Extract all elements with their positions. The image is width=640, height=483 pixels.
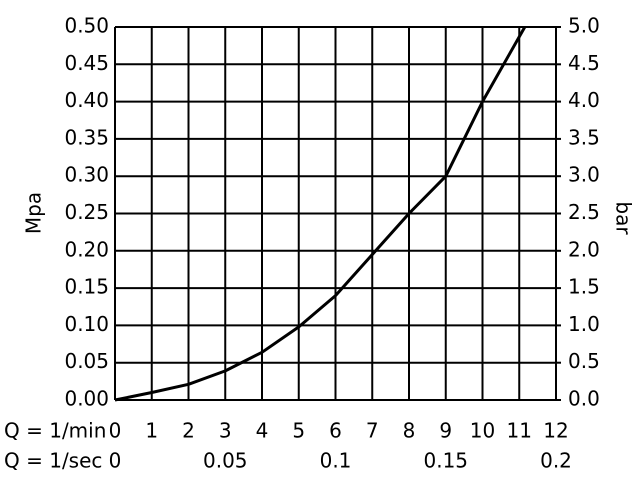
x-tick-label: 8 <box>403 419 416 443</box>
y-axis-title: Mpa <box>22 192 46 234</box>
x-tick-label: 11 <box>507 419 532 443</box>
y2-tick-label: 1.5 <box>568 275 600 299</box>
y-tick-label: 0.40 <box>64 88 109 112</box>
y-tick-label: 0.50 <box>64 14 109 38</box>
y-tick-label: 0.45 <box>64 51 109 75</box>
x-tick-label: 2 <box>182 419 195 443</box>
x2-tick-label: 0.2 <box>540 449 572 473</box>
x-tick-label: 12 <box>543 419 568 443</box>
x-tick-label: 9 <box>439 419 452 443</box>
x-tick-label: 5 <box>292 419 305 443</box>
y2-tick-label: 0.5 <box>568 349 600 373</box>
y-tick-label: 0.15 <box>64 275 109 299</box>
y2-tick-label: 5.0 <box>568 14 600 38</box>
y2-tick-label: 0.0 <box>568 387 600 411</box>
y2-tick-label: 4.5 <box>568 51 600 75</box>
x-tick-label: 6 <box>329 419 342 443</box>
y-tick-label: 0.30 <box>64 163 109 187</box>
y2-axis-title: bar <box>612 201 636 235</box>
y-tick-label: 0.35 <box>64 125 109 149</box>
y2-tick-label: 1.0 <box>568 312 600 336</box>
x-tick-label: 1 <box>145 419 158 443</box>
y-tick-label: 0.20 <box>64 237 109 261</box>
y-tick-label: 0.10 <box>64 312 109 336</box>
y2-tick-label: 4.0 <box>568 88 600 112</box>
x2-tick-label: 0.15 <box>423 449 468 473</box>
y-tick-label: 0.05 <box>64 349 109 373</box>
x-tick-label: 3 <box>219 419 232 443</box>
x2-tick-label: 0 <box>109 449 122 473</box>
y2-tick-label: 3.5 <box>568 125 600 149</box>
x-axis-title: Q = 1/min <box>4 419 106 443</box>
x-tick-label: 0 <box>109 419 122 443</box>
curve <box>114 26 527 402</box>
y-tick-label: 0.25 <box>64 200 109 224</box>
x2-tick-label: 0.1 <box>320 449 352 473</box>
y-tick-label: 0.00 <box>64 387 109 411</box>
y2-tick-label: 2.0 <box>568 237 600 261</box>
x-tick-label: 10 <box>470 419 495 443</box>
y2-tick-label: 2.5 <box>568 200 600 224</box>
x-tick-label: 4 <box>256 419 269 443</box>
x2-axis-title: Q = 1/sec <box>4 449 102 473</box>
y2-tick-label: 3.0 <box>568 163 600 187</box>
x2-tick-label: 0.05 <box>203 449 248 473</box>
x-tick-label: 7 <box>366 419 379 443</box>
